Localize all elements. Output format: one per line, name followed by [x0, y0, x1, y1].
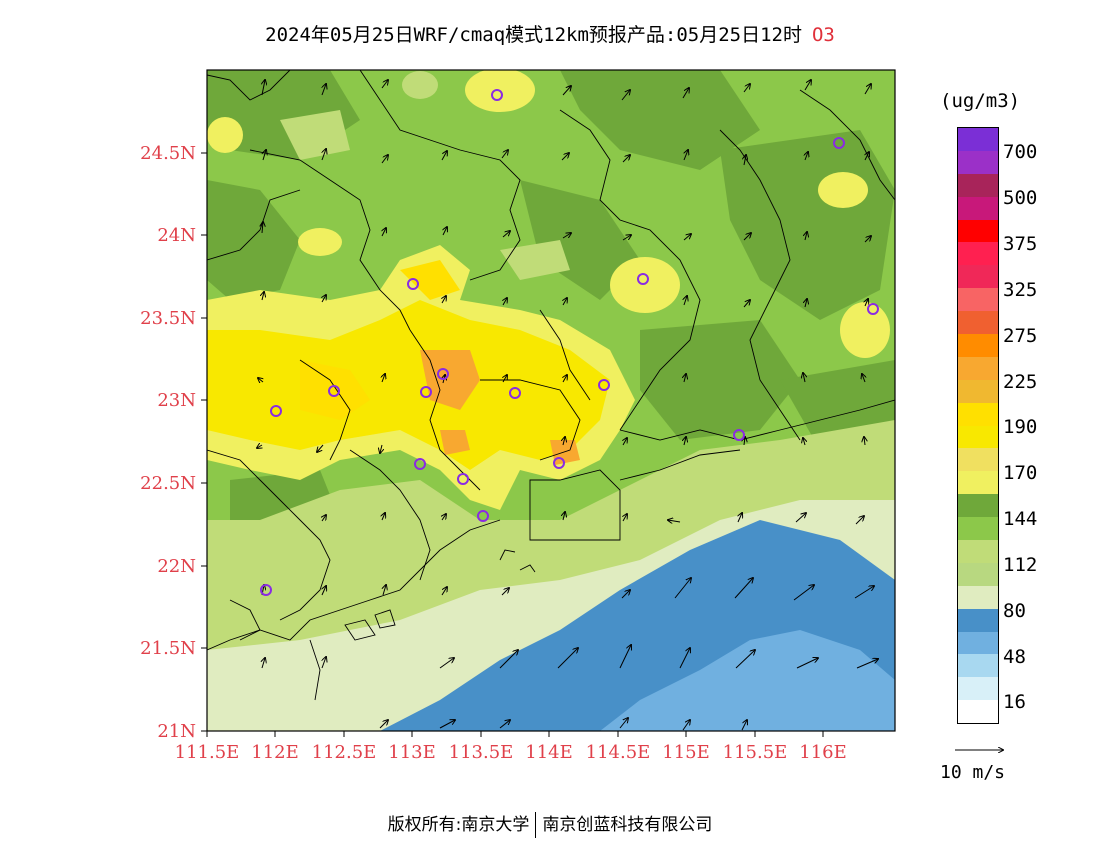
legend-color-cell	[958, 128, 998, 151]
legend-label: 225	[1003, 371, 1038, 393]
copyright-footer: 版权所有:南京大学 南京创蓝科技有限公司	[0, 810, 1100, 838]
legend-label: 190	[1003, 416, 1038, 438]
legend-color-cell	[958, 654, 998, 678]
footer-right: 南京创蓝科技有限公司	[542, 815, 713, 835]
legend-label: 48	[1003, 646, 1026, 668]
legend-label: 275	[1003, 325, 1038, 347]
y-tick: 24.5N	[140, 143, 196, 164]
legend-label: 16	[1003, 691, 1026, 713]
legend-color-cell	[958, 265, 998, 289]
x-axis-labels: 111.5E 112E 112.5E 113E 113.5E 114E 114.…	[175, 742, 847, 763]
legend-color-cell	[958, 150, 998, 174]
color-legend	[957, 127, 999, 725]
legend-label: 500	[1003, 187, 1038, 209]
x-tick: 113E	[388, 742, 436, 763]
legend-label: 375	[1003, 233, 1038, 255]
legend-label: 112	[1003, 554, 1038, 576]
legend-color-cell	[958, 608, 998, 632]
axis-ticks	[201, 152, 824, 737]
x-tick: 111.5E	[175, 742, 240, 763]
legend-color-cell	[958, 379, 998, 403]
x-tick: 115E	[662, 742, 710, 763]
y-tick: 23N	[157, 390, 196, 411]
wind-reference-label: 10 m/s	[940, 762, 1006, 783]
y-tick: 21.5N	[140, 638, 196, 659]
legend-color-cell	[958, 448, 998, 472]
y-tick: 24N	[157, 225, 196, 246]
legend-color-cell	[958, 494, 998, 518]
y-tick: 23.5N	[140, 308, 196, 329]
legend-color-cell	[958, 334, 998, 357]
station-markers	[260, 89, 879, 596]
legend-color-cell	[958, 288, 998, 312]
x-tick: 113.5E	[449, 742, 514, 763]
legend-color-cell	[958, 402, 998, 426]
legend-color-cell	[958, 173, 998, 197]
title-pollutant: O3	[811, 24, 835, 46]
y-tick: 21N	[157, 721, 196, 742]
footer-left: 版权所有:南京大学	[387, 815, 530, 835]
title-main: 2024年05月25日WRF/cmaq模式12km预报产品:05月25日12时	[265, 24, 802, 46]
legend-color-cell	[958, 425, 998, 449]
x-tick: 112E	[251, 742, 299, 763]
legend-label: 144	[1003, 508, 1038, 530]
legend-color-cell	[958, 562, 998, 586]
y-axis-labels: 24.5N 24N 23.5N 23N 22.5N 22N 21.5N 21N	[140, 143, 196, 742]
legend-label: 325	[1003, 279, 1038, 301]
x-tick: 115.5E	[723, 742, 788, 763]
y-tick: 22N	[157, 556, 196, 577]
x-tick: 114E	[525, 742, 573, 763]
y-tick: 22.5N	[140, 473, 196, 494]
legend-color-cell	[958, 540, 998, 563]
legend-color-cell	[958, 700, 998, 724]
legend-label: 170	[1003, 462, 1038, 484]
x-tick: 114.5E	[586, 742, 651, 763]
legend-color-cell	[958, 356, 998, 380]
legend-color-cell	[958, 585, 998, 609]
legend-color-cell	[958, 517, 998, 541]
chart-title: 2024年05月25日WRF/cmaq模式12km预报产品:05月25日12时 O…	[0, 20, 1100, 47]
legend-color-cell	[958, 631, 998, 655]
legend-color-cell	[958, 219, 998, 243]
legend-label: 80	[1003, 600, 1026, 622]
legend-label: 700	[1003, 141, 1038, 163]
legend-color-cell	[958, 196, 998, 220]
x-tick: 112.5E	[312, 742, 377, 763]
legend-unit: (ug/m3)	[940, 90, 1021, 112]
legend-color-cell	[958, 677, 998, 701]
legend-color-cell	[958, 471, 998, 495]
legend-color-cell	[958, 242, 998, 266]
x-tick: 116E	[799, 742, 847, 763]
wind-vectors	[257, 80, 878, 731]
footer-divider	[535, 812, 537, 838]
legend-color-cell	[958, 311, 998, 335]
concentration-field	[207, 70, 895, 731]
